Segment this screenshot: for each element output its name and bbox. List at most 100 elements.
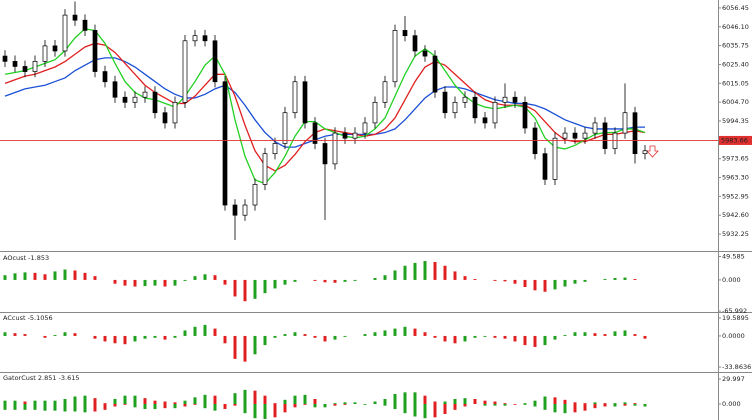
histogram-bar [73,333,77,336]
y-tick-label: 5952.95 [722,192,749,200]
candle-body [582,132,588,139]
candle-body [212,40,218,83]
histogram-bar [33,272,37,280]
candle-body [192,35,198,42]
histogram-bar [93,276,97,280]
histogram-bar [443,335,447,342]
gator-bar [123,404,127,405]
gator-bar [383,404,387,406]
histogram-bar [283,279,287,285]
histogram-bar [183,279,187,281]
candle-body [552,137,558,180]
gator-bar [283,399,287,404]
gator-bar [203,394,207,404]
candle-body [642,150,648,155]
gator-bar [423,395,427,404]
candle-body [52,45,58,52]
histogram-bar [183,330,187,336]
candle-body [402,30,408,37]
candle-body [622,112,628,134]
gator-bar [423,404,427,419]
histogram-bar [163,279,167,287]
candle-body [632,112,638,155]
panel-title: AOcust -1.853 [3,254,49,262]
histogram-bar [383,330,387,336]
histogram-bar [143,279,147,287]
gator-bar [233,393,237,404]
histogram-bar [243,335,247,362]
gator-bar [53,400,57,404]
gator-bar [253,404,257,419]
histogram-bar [263,279,267,294]
histogram-bar [163,335,167,340]
y-tick-label: 0.0000 [722,332,745,340]
histogram-bar [133,335,137,342]
histogram-bar [113,335,117,344]
histogram-bar [313,279,317,281]
histogram-bar [413,262,417,280]
gator-bar [633,404,637,406]
histogram-bar [233,335,237,359]
candle-body [102,71,108,83]
y-tick-label: 6015.05 [722,79,749,87]
gator-bar [113,404,117,407]
gator-bar [193,404,197,405]
histogram-bar [153,279,157,286]
gator-bar [443,404,447,414]
candle-body [232,204,238,216]
histogram-bar [433,335,437,338]
y-tick-label: 6004.70 [722,98,749,106]
histogram-bar [633,278,637,280]
candle-body [182,40,188,103]
gator-bar [393,404,397,409]
histogram-bar [373,332,377,336]
histogram-bar [203,324,207,336]
histogram-bar [63,269,67,280]
gator-bar [443,401,447,404]
histogram-bar [393,328,397,336]
gator-bar [263,395,267,404]
gator-bar [263,404,267,419]
histogram-bar [563,279,567,287]
gator-bar [493,404,497,406]
candle-body [162,112,168,124]
histogram-bar [343,335,347,337]
candle-body [282,112,288,144]
candle-body [372,101,378,124]
histogram-bar [403,326,407,336]
candle-body [202,35,208,42]
y-tick-label: 6025.40 [722,60,749,68]
gator-bar [293,395,297,404]
histogram-bar [63,332,67,336]
candle-body [592,122,598,134]
gator-bar [83,395,87,404]
y-tick-label: 49.585 [722,253,745,261]
histogram-bar [273,279,277,289]
gator-bar [143,398,147,404]
candle-body [152,91,158,114]
candle-body [442,91,448,114]
gator-bar [463,404,467,407]
histogram-bar [433,261,437,280]
sell-arrow [646,145,659,158]
histogram-bar [583,279,587,282]
histogram-bar [333,335,337,340]
candle-body [142,91,148,98]
histogram-bar [383,275,387,280]
gator-bar [243,404,247,414]
gator-bar [13,400,17,404]
gator-bar [393,394,397,404]
gator-bar [523,404,527,405]
candle-body [342,132,348,139]
gator-bar [303,394,307,404]
histogram-bar [463,335,467,342]
histogram-bar [523,335,527,346]
gator-bar [3,400,7,404]
histogram-bar [623,330,627,336]
histogram-bar [483,335,487,337]
gator-bar [213,404,217,411]
gator-bar [413,404,417,417]
histogram-bar [603,334,607,336]
histogram-bar [563,335,567,336]
